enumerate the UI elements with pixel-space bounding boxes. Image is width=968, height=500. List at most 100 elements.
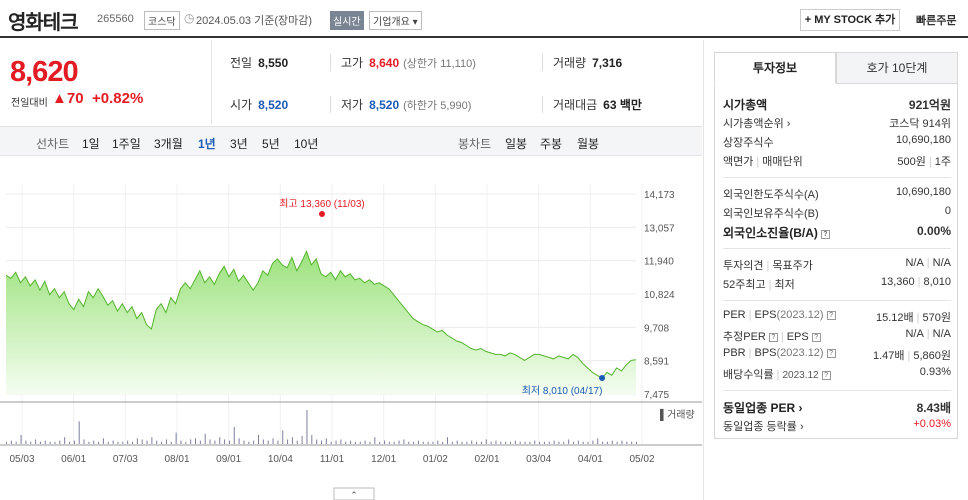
help-icon[interactable]: ? — [826, 311, 836, 320]
volume-bar — [93, 440, 95, 444]
volume-bar — [262, 439, 264, 444]
add-mystock-button[interactable]: + MY STOCK 추가 — [800, 9, 900, 31]
volume-bar — [519, 441, 521, 444]
volume-bar — [398, 440, 400, 444]
volume-bar — [156, 440, 158, 444]
price-chart-svg: 14,173 13,057 11,940 10,824 9,708 8,591 7,475 0… — [0, 184, 702, 500]
volume-bar — [335, 440, 337, 444]
volume-bar — [180, 440, 182, 444]
period-1y[interactable]: 1년 — [198, 137, 216, 151]
volume-bar — [214, 440, 216, 444]
tab-investment-info[interactable]: 투자정보 — [714, 52, 836, 84]
y-tick-label: 14,173 — [644, 190, 675, 201]
volume-bar — [20, 434, 22, 444]
row-foreign-hold: 외국인보유주식수(B) 0 — [723, 205, 951, 220]
y-tick-label: 9,708 — [644, 323, 669, 334]
volume-bar — [122, 441, 124, 444]
volume-bar — [272, 438, 274, 444]
volume-bar — [204, 433, 206, 444]
period-5y[interactable]: 5년 — [262, 137, 280, 151]
period-1w[interactable]: 1주일 — [112, 137, 141, 151]
volume-bar — [553, 440, 555, 444]
row-opinion-target: 투자의견 | 목표주가 N/A | N/A — [723, 257, 951, 272]
volume-bar — [243, 440, 245, 444]
realtime-badge[interactable]: 실시간 — [330, 11, 364, 30]
help-icon[interactable]: ? — [811, 333, 821, 342]
x-tick-label: 06/01 — [61, 454, 86, 465]
volume-bar — [403, 439, 405, 444]
current-price: 8,620 — [10, 56, 79, 88]
y-tick-label: 8,591 — [644, 357, 669, 368]
volume-bar — [587, 441, 589, 444]
volume-bar — [384, 440, 385, 444]
divider — [723, 300, 951, 301]
volume-bar — [602, 441, 604, 444]
y-tick-label: 10,824 — [644, 290, 675, 301]
min-point — [599, 375, 606, 382]
price-chart: 14,173 13,057 11,940 10,824 9,708 8,591 7,475 0… — [0, 158, 702, 500]
x-tick-label: 07/03 — [113, 454, 138, 465]
volume-label: ▌거래량 — [660, 408, 695, 422]
stock-header: 영화테크 265560 코스닥 ◷ 2024.05.03 기준(장마감) 실시간… — [0, 0, 968, 38]
volume-bar — [54, 441, 56, 444]
corp-info-dropdown[interactable]: 기업개요 ▾ — [369, 11, 422, 30]
volume-bar — [146, 440, 148, 444]
volume-bar — [592, 440, 594, 444]
volume-bar — [558, 441, 560, 444]
help-icon[interactable]: ? — [768, 333, 778, 342]
price-stats: 전일 8,550 고가 8,640 (상한가 11,110) 거래량 7,316 시가 8… — [212, 40, 702, 124]
volume-bar — [98, 441, 100, 444]
volume-bar — [195, 438, 196, 444]
volume-bar — [631, 441, 633, 444]
volume-bar — [165, 439, 167, 444]
volume-bar — [456, 440, 458, 444]
volume-bar — [432, 441, 434, 444]
side-tabs: 투자정보 호가 10단계 — [714, 52, 958, 84]
row-industry-per[interactable]: 동일업종 PER › 8.43배 — [723, 401, 951, 415]
stock-name: 영화테크 — [8, 12, 79, 34]
divider — [723, 248, 951, 249]
help-icon[interactable]: ? — [826, 349, 836, 358]
volume-bar — [127, 440, 129, 444]
candle-monthly[interactable]: 월봉 — [577, 137, 600, 151]
volume-bar — [161, 441, 163, 444]
volume-bar — [471, 440, 473, 444]
volume-bar — [15, 441, 17, 444]
volume-bar — [73, 440, 75, 444]
volume-bar — [107, 441, 109, 444]
candle-daily[interactable]: 일봉 — [505, 137, 528, 151]
period-3m[interactable]: 3개월 — [154, 137, 183, 151]
volume-bar — [311, 434, 313, 444]
row-shares: 상장주식수 10,690,180 — [723, 134, 951, 149]
volume-bar — [49, 441, 51, 444]
divider — [723, 390, 951, 391]
row-mktcap-rank[interactable]: 시가총액순위 › 코스닥 914위 — [723, 118, 951, 130]
volume-bar — [151, 437, 153, 444]
price-area — [6, 251, 636, 394]
tab-orderbook[interactable]: 호가 10단계 — [836, 52, 958, 84]
volume-bar — [500, 441, 502, 444]
help-icon[interactable]: ? — [821, 371, 831, 380]
volume-bar — [10, 440, 12, 444]
quick-order-link[interactable]: 빠른주문 — [916, 15, 957, 27]
volume-bar — [393, 441, 395, 444]
y-tick-label: 7,475 — [644, 390, 669, 401]
stat-high: 고가 8,640 (상한가 11,110) — [330, 54, 476, 71]
period-1d[interactable]: 1일 — [82, 137, 100, 151]
row-pbr-bps: PBR | BPS(2023.12)? 1.47배 | 5,860원 — [723, 347, 951, 362]
volume-bar — [25, 440, 27, 444]
volume-bar — [39, 441, 41, 444]
volume-bar — [359, 441, 361, 444]
volume-bar — [379, 441, 381, 444]
candle-weekly[interactable]: 주봉 — [540, 137, 563, 151]
volume-bar — [573, 441, 574, 444]
volume-bar — [422, 441, 424, 444]
row-industry-rate[interactable]: 동일업종 등락률 › +0.03% — [723, 418, 951, 433]
help-icon[interactable]: ? — [820, 230, 830, 239]
volume-bar — [451, 441, 453, 444]
period-10y[interactable]: 10년 — [294, 137, 319, 151]
x-tick-label: 01/02 — [423, 454, 448, 465]
x-tick-label: 05/02 — [629, 454, 654, 465]
period-3y[interactable]: 3년 — [230, 137, 248, 151]
divider — [723, 177, 951, 178]
